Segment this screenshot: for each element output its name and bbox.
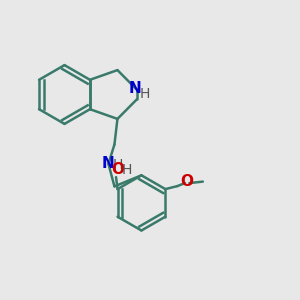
Text: N: N — [129, 81, 142, 96]
Text: H: H — [113, 158, 123, 172]
Text: N: N — [102, 156, 115, 171]
Text: H: H — [122, 163, 132, 177]
Text: O: O — [111, 162, 124, 177]
Text: H: H — [140, 86, 150, 100]
Text: O: O — [180, 174, 193, 189]
